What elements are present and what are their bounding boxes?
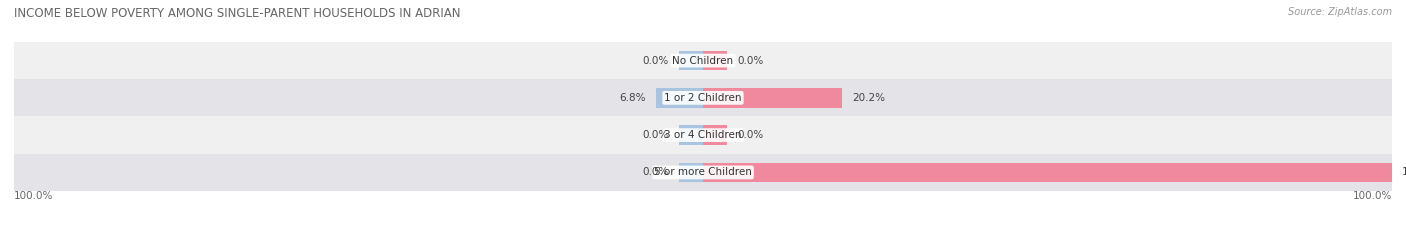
Text: 20.2%: 20.2%: [852, 93, 886, 103]
Text: 6.8%: 6.8%: [619, 93, 645, 103]
Text: Source: ZipAtlas.com: Source: ZipAtlas.com: [1288, 7, 1392, 17]
Bar: [703, 163, 1392, 182]
Text: 0.0%: 0.0%: [643, 130, 669, 140]
Text: 100.0%: 100.0%: [14, 191, 53, 201]
Text: 0.0%: 0.0%: [738, 56, 763, 65]
Text: 5 or more Children: 5 or more Children: [654, 168, 752, 177]
Text: INCOME BELOW POVERTY AMONG SINGLE-PARENT HOUSEHOLDS IN ADRIAN: INCOME BELOW POVERTY AMONG SINGLE-PARENT…: [14, 7, 461, 20]
Bar: [679, 51, 703, 70]
Bar: [703, 125, 727, 145]
Bar: [703, 88, 842, 108]
Bar: [679, 125, 703, 145]
Text: 0.0%: 0.0%: [738, 130, 763, 140]
Bar: [679, 163, 703, 182]
Text: 0.0%: 0.0%: [643, 168, 669, 177]
Bar: [703, 51, 727, 70]
Bar: [14, 79, 1392, 116]
Text: 100.0%: 100.0%: [1353, 191, 1392, 201]
Text: 3 or 4 Children: 3 or 4 Children: [664, 130, 742, 140]
Text: No Children: No Children: [672, 56, 734, 65]
Text: 1 or 2 Children: 1 or 2 Children: [664, 93, 742, 103]
Text: 0.0%: 0.0%: [643, 56, 669, 65]
Bar: [14, 116, 1392, 154]
Bar: [657, 88, 703, 108]
Bar: [14, 42, 1392, 79]
Bar: [14, 154, 1392, 191]
Text: 100.0%: 100.0%: [1402, 168, 1406, 177]
